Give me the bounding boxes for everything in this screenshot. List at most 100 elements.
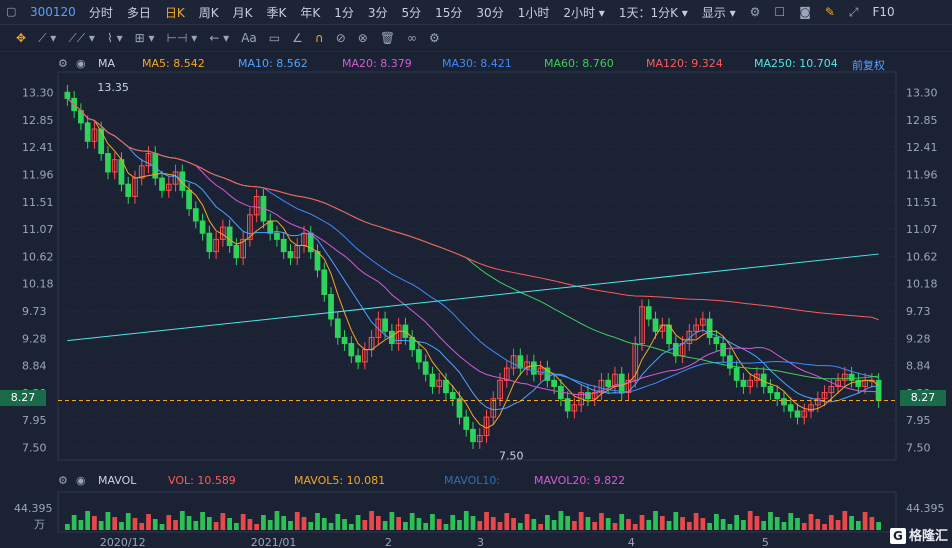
candle-body — [71, 97, 78, 112]
price-axis-right-label: 9.28 — [906, 333, 931, 346]
candle-body — [821, 392, 828, 400]
volume-bar — [470, 516, 476, 530]
volume-bar — [497, 522, 503, 530]
volume-bar — [71, 515, 77, 530]
pen-icon[interactable]: ✎ — [824, 5, 835, 19]
volume-bar — [457, 520, 462, 530]
volume-bar — [565, 516, 571, 530]
candle-body — [760, 373, 767, 387]
f10-button[interactable]: F10 — [872, 5, 895, 19]
draw-tool-6[interactable]: ← ▾ — [209, 31, 230, 45]
candle-body — [814, 398, 821, 406]
draw-tool-13[interactable]: 🗑 — [379, 31, 396, 45]
draw-tool-2[interactable]: ⟋⟋ ▾ — [68, 30, 95, 45]
volume-bar — [450, 515, 456, 530]
adjust-mode[interactable]: 前复权 — [852, 59, 885, 72]
period-tab-2[interactable]: 日K — [164, 5, 185, 20]
candle-body — [585, 392, 591, 400]
volume-bar — [808, 514, 814, 530]
ma-eye-icon[interactable]: ◉ — [76, 57, 86, 70]
price-panel-frame — [57, 71, 897, 461]
volume-bar — [795, 518, 800, 530]
camera-icon[interactable]: ◙ — [799, 5, 811, 19]
stock-code[interactable]: 300120 — [30, 5, 76, 19]
candle-body — [280, 238, 287, 253]
period-tab-10[interactable]: 15分 — [435, 5, 463, 20]
volume-bar — [592, 522, 598, 530]
candle-body — [341, 336, 348, 345]
period-tab-11[interactable]: 30分 — [476, 5, 504, 20]
draw-tool-11[interactable]: ⊘ — [335, 31, 346, 45]
volume-bar — [416, 518, 422, 530]
ma250-line — [67, 253, 879, 342]
draw-tool-8[interactable]: ▭ — [268, 31, 281, 45]
period-tab-13[interactable]: 2小时 ▾ — [563, 5, 605, 20]
candle-body — [274, 232, 280, 240]
volume-axis-left-label: 44.395 — [14, 502, 53, 515]
volume-bar — [869, 517, 875, 530]
candle-body — [456, 398, 463, 418]
volume-unit-label: 万 — [34, 518, 45, 531]
draw-tool-9[interactable]: ∠ — [292, 31, 303, 45]
candle-body — [517, 355, 524, 369]
candle-body — [314, 251, 321, 271]
current-price-right: 8.27 — [900, 390, 946, 406]
square-icon[interactable]: ☐ — [774, 5, 786, 19]
ma120-line — [67, 98, 879, 321]
draw-tool-12[interactable]: ⊗ — [357, 31, 368, 45]
brand-logo: G 格隆汇 — [889, 525, 948, 544]
period-tab-7[interactable]: 1分 — [334, 5, 354, 20]
draw-tool-10[interactable]: ∩ — [314, 31, 324, 45]
draw-tool-0[interactable]: ✥ — [16, 31, 27, 45]
draw-tool-3[interactable]: ⌇ ▾ — [106, 31, 123, 45]
candle-body — [125, 183, 132, 197]
vol-eye-icon[interactable]: ◉ — [76, 474, 86, 487]
candle-body — [294, 244, 301, 259]
period-tab-12[interactable]: 1小时 — [517, 5, 550, 20]
period-tab-8[interactable]: 3分 — [367, 5, 388, 20]
draw-tool-15[interactable]: ⚙ — [429, 31, 440, 45]
candle-body — [402, 324, 409, 338]
candle-body — [808, 404, 814, 412]
period-tab-1[interactable]: 多日 — [126, 5, 151, 20]
volume-bar — [159, 524, 165, 530]
date-axis-label: 2021/01 — [251, 536, 297, 548]
period-tab-14[interactable]: 1天：1分K ▾ — [618, 5, 688, 20]
volume-bar — [179, 511, 185, 530]
settings-icon[interactable]: ⚙ — [749, 5, 761, 19]
period-tab-15[interactable]: 显示 ▾ — [701, 5, 736, 20]
draw-tool-14[interactable]: ∞ — [407, 31, 418, 45]
ma-settings-icon[interactable]: ⚙ — [58, 57, 68, 70]
window-icon[interactable]: ▢ — [6, 5, 17, 18]
period-tab-3[interactable]: 周K — [198, 5, 219, 20]
volume-bar — [105, 512, 111, 530]
vol-settings-icon[interactable]: ⚙ — [58, 474, 68, 487]
volume-bar — [822, 524, 827, 530]
volume-bar — [835, 520, 841, 530]
draw-tool-5[interactable]: ⊢⊣ ▾ — [166, 31, 198, 45]
expand-icon[interactable]: ⤢ — [848, 4, 859, 19]
volume-bar — [119, 522, 124, 530]
period-tab-6[interactable]: 年K — [300, 5, 321, 20]
vol-label: MAVOL — [98, 474, 137, 487]
period-tab-5[interactable]: 季K — [266, 5, 287, 20]
candle-body — [632, 343, 639, 381]
candle-body — [382, 318, 388, 332]
price-axis-left-label: 7.50 — [22, 442, 47, 455]
volume-bar — [92, 516, 97, 530]
volume-bar — [328, 523, 334, 530]
volume-bar — [815, 519, 821, 530]
volume-bar — [152, 519, 158, 530]
period-tab-0[interactable]: 分时 — [88, 5, 113, 20]
low-price-label: 7.50 — [499, 450, 524, 463]
draw-tool-7[interactable]: Aa — [241, 31, 257, 45]
draw-tool-1[interactable]: ⟋ ▾ — [38, 30, 57, 45]
volume-bar — [200, 512, 205, 530]
period-tab-9[interactable]: 5分 — [401, 5, 422, 20]
candle-body — [693, 324, 699, 332]
ma-item-1: MA10: 8.562 — [238, 57, 308, 70]
period-tab-4[interactable]: 月K — [232, 5, 253, 20]
draw-tool-4[interactable]: ⊞ ▾ — [134, 31, 155, 45]
candle-body — [787, 404, 794, 412]
